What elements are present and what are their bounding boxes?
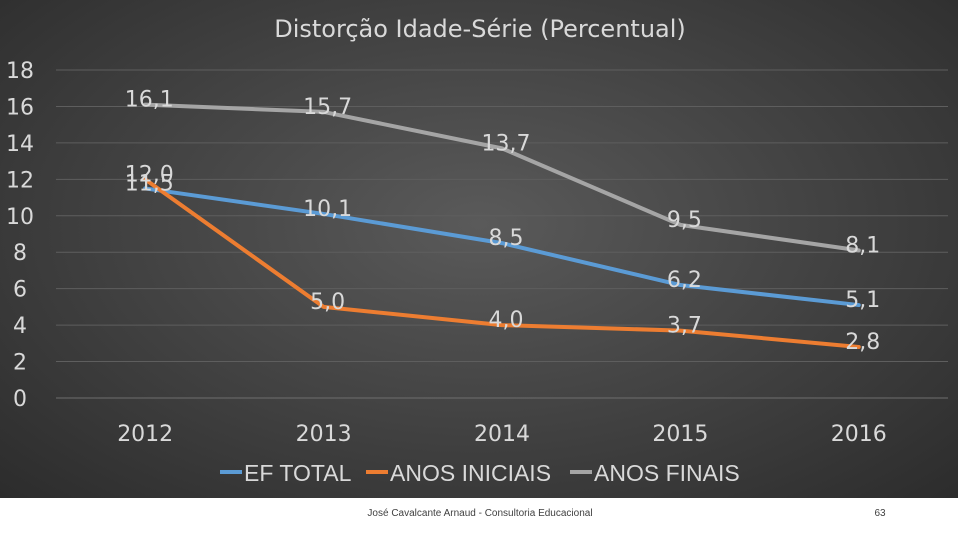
data-label: 5,0 (310, 290, 345, 315)
x-axis: 2012 2013 2014 2015 2016 (117, 422, 887, 447)
y-tick-label: 12 (6, 168, 34, 193)
data-label: 10,1 (303, 197, 352, 222)
series-lines (143, 102, 861, 349)
x-tick-label: 2013 (296, 422, 352, 447)
y-tick-label: 2 (13, 351, 27, 376)
data-label: 3,7 (667, 314, 702, 339)
data-labels: 11,5 10,1 8,5 6,2 5,1 12,0 5,0 4,0 3,7 2,8 16,1 15,… (125, 88, 881, 355)
y-tick-label: 8 (13, 241, 27, 266)
chart-title: Distorção Idade-Série (Percentual) (274, 15, 686, 43)
x-tick-label: 2012 (117, 422, 173, 447)
series-line (143, 177, 861, 349)
y-tick-label: 16 (6, 95, 34, 120)
grid-lines (56, 69, 948, 399)
series-line (143, 102, 861, 253)
data-label: 6,2 (667, 268, 702, 293)
y-axis: 0 2 4 6 8 10 12 14 16 18 (6, 59, 34, 412)
data-label: 2,8 (845, 330, 880, 355)
y-tick-label: 18 (6, 59, 34, 84)
legend-label: EF TOTAL (244, 460, 352, 486)
y-tick-label: 14 (6, 132, 34, 157)
x-tick-label: 2014 (474, 422, 530, 447)
legend: EF TOTAL ANOS INICIAIS ANOS FINAIS (220, 460, 740, 486)
x-tick-label: 2015 (652, 422, 708, 447)
line-chart: Distorção Idade-Série (Percentual) 0 2 4 6 8… (6, 15, 948, 486)
y-tick-label: 0 (13, 387, 27, 412)
page-number: 63 (874, 508, 886, 519)
data-label: 13,7 (482, 131, 531, 156)
data-label: 9,5 (667, 208, 702, 233)
y-tick-label: 10 (6, 205, 34, 230)
data-label: 4,0 (489, 308, 524, 333)
footer-author: José Cavalcante Arnaud - Consultoria Edu… (367, 508, 593, 519)
series-line (143, 186, 861, 308)
data-label: 16,1 (125, 88, 174, 113)
y-tick-label: 4 (13, 314, 27, 339)
data-label: 12,0 (125, 162, 174, 187)
data-label: 8,1 (845, 233, 880, 258)
x-tick-label: 2016 (831, 422, 887, 447)
chart-area: Distorção Idade-Série (Percentual) 0 2 4 6 8… (0, 0, 958, 498)
data-label: 15,7 (303, 95, 352, 120)
data-label: 11,5 (125, 171, 174, 196)
y-tick-label: 6 (13, 278, 27, 303)
data-label: 8,5 (489, 226, 524, 251)
data-label: 5,1 (845, 288, 880, 313)
legend-label: ANOS INICIAIS (390, 460, 551, 486)
legend-label: ANOS FINAIS (594, 460, 740, 486)
